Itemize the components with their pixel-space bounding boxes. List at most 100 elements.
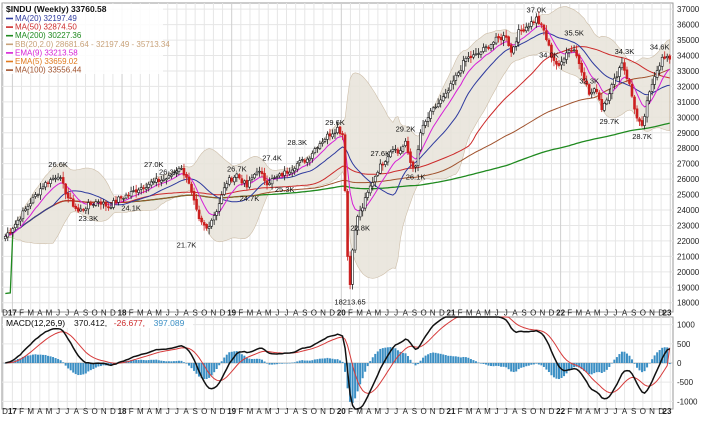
candle-body (230, 177, 234, 182)
candle-body (416, 149, 420, 166)
macd-histogram-bar (432, 352, 435, 363)
macd-histogram-bar (240, 354, 243, 363)
candle-body (74, 205, 78, 209)
candle-body (81, 209, 85, 211)
candle-body (464, 57, 468, 62)
macd-histogram-bar (638, 363, 641, 371)
candle-body (326, 133, 329, 140)
candle-body (545, 30, 548, 40)
candle-body (348, 255, 352, 285)
macd-histogram-bar (220, 361, 223, 363)
candle-body (587, 84, 591, 95)
candle-body (524, 26, 528, 32)
macd-histogram-bar (135, 359, 138, 363)
price-x-tick-label: N (539, 309, 545, 318)
candle-body (172, 172, 176, 175)
price-x-tick-label: D (110, 309, 116, 318)
price-x-tick-label: O (530, 309, 536, 318)
macd-histogram-bar (140, 359, 143, 363)
macd-x-tick-label: A (74, 407, 80, 416)
macd-histogram-bar (59, 360, 62, 363)
candle-body (484, 46, 488, 48)
macd-histogram-bar (210, 363, 213, 376)
candle-body (507, 36, 510, 47)
candle-body (175, 170, 178, 174)
macd-histogram-bar (323, 358, 326, 363)
candle-body (76, 207, 80, 212)
macd-histogram-bar (651, 359, 654, 363)
candle-body (446, 90, 450, 94)
candle-body (265, 180, 269, 186)
candle-body (21, 210, 25, 220)
candle-body (411, 161, 415, 168)
macd-histogram-bar (306, 360, 309, 363)
macd-histogram-bar (333, 359, 336, 363)
macd-histogram-bar (479, 363, 482, 364)
candle-body (504, 35, 508, 38)
macd-histogram-bar (588, 363, 591, 375)
price-x-tick-label: O (311, 309, 317, 318)
macd-histogram-bar (628, 355, 631, 363)
candle-body (26, 206, 30, 210)
macd-histogram-bar (19, 358, 22, 363)
candle-body (467, 56, 470, 59)
macd-histogram-bar (412, 363, 415, 364)
macd-x-tick-label: F (458, 407, 463, 416)
price-x-tick-label: F (19, 309, 24, 318)
candle-body (285, 170, 289, 174)
candle-body (54, 177, 57, 180)
macd-histogram-bar (92, 363, 95, 370)
candle-body (650, 84, 654, 92)
macd-histogram-bar (447, 355, 450, 363)
candle-body (154, 178, 158, 183)
price-y-tick-label: 22000 (677, 237, 700, 246)
macd-x-tick-label: J (56, 407, 60, 416)
candle-body (633, 96, 636, 110)
macd-x-tick-label: A (183, 407, 189, 416)
macd-histogram-bar (130, 360, 133, 363)
macd-histogram-bar (474, 361, 477, 363)
macd-histogram-bar (459, 357, 462, 363)
macd-histogram-bar (570, 363, 573, 369)
macd-x-tick-label: D (439, 407, 445, 416)
candle-body (381, 163, 385, 166)
macd-x-tick-label: 19 (227, 407, 236, 416)
macd-histogram-bar (537, 363, 540, 365)
price-x-tick-label: A (74, 309, 80, 318)
price-x-tick-label: N (320, 309, 326, 318)
macd-histogram-bar (225, 354, 228, 363)
price-panel: 18000 19000 20000 21000 22000 23000 24000 25000… (1, 2, 700, 318)
macd-x-tick-label: O (420, 407, 426, 416)
macd-value: 397.089 (154, 318, 185, 328)
macd-x-tick-label: 18 (118, 407, 127, 416)
macd-x-tick-label: M (356, 407, 363, 416)
macd-histogram-bar (195, 363, 198, 374)
macd-histogram-bar (429, 353, 432, 363)
macd-x-tick-label: A (403, 407, 409, 416)
macd-histogram-bar (230, 351, 233, 363)
candle-body (635, 108, 639, 119)
candle-body (623, 62, 626, 71)
macd-histogram-bar (87, 363, 90, 372)
macd-histogram-bar (490, 363, 493, 367)
macd-histogram-bar (49, 356, 52, 363)
macd-histogram-bar (72, 363, 75, 373)
macd-x-tick-label: A (366, 407, 372, 416)
price-annotation: 18213.65 (334, 298, 365, 307)
candle-body (487, 46, 490, 49)
candle-body (170, 174, 173, 177)
macd-histogram-bar (79, 363, 82, 375)
candle-body (648, 91, 651, 102)
price-annotation: 23.3K (79, 214, 99, 223)
candle-body (293, 168, 297, 172)
candle-body (303, 159, 307, 163)
candle-body (638, 118, 641, 122)
price-x-tick-label: M (247, 309, 254, 318)
candle-body (333, 132, 337, 135)
macd-histogram-bar (238, 352, 241, 363)
candle-body (288, 171, 291, 175)
macd-histogram-bar (472, 360, 475, 363)
candle-body (454, 74, 458, 81)
candle-body (8, 232, 12, 234)
candle-body (217, 203, 221, 212)
